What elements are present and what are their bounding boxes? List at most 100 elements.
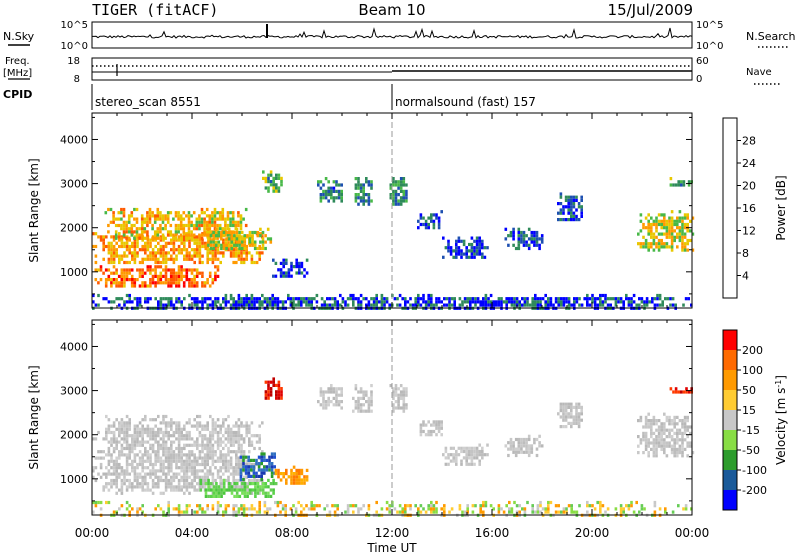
range-time-cell: [195, 223, 199, 228]
range-time-cell: [224, 459, 228, 463]
range-time-cell: [162, 491, 165, 495]
range-time-cell: [213, 223, 217, 228]
range-time-cell: [539, 303, 542, 307]
range-time-cell: [573, 510, 576, 514]
range-time-cell: [507, 243, 510, 247]
range-time-cell: [256, 234, 260, 238]
range-time-cell: [107, 446, 111, 451]
range-time-cell: [143, 217, 147, 221]
range-time-cell: [362, 393, 365, 397]
range-time-cell: [673, 444, 676, 448]
range-time-cell: [575, 297, 579, 301]
range-time-cell: [209, 297, 212, 301]
range-time-cell: [146, 488, 150, 492]
range-time-cell: [520, 437, 523, 442]
range-time-cell: [452, 446, 455, 450]
range-time-cell: [216, 217, 219, 221]
range-time-cell: [267, 494, 270, 498]
range-time-cell: [185, 478, 189, 483]
range-time-cell: [164, 227, 167, 231]
range-time-cell: [123, 446, 126, 451]
range-time-cell: [661, 300, 664, 304]
range-time-cell: [247, 465, 250, 469]
range-time-cell: [102, 244, 105, 249]
range-time-cell: [513, 303, 516, 307]
range-time-cell: [475, 249, 479, 253]
range-time-cell: [128, 443, 131, 447]
range-time-cell: [275, 390, 278, 394]
range-time-cell: [219, 440, 222, 444]
range-time-cell: [402, 393, 406, 397]
colorbar-tick-label: 200: [742, 344, 763, 357]
range-time-cell: [247, 455, 250, 459]
range-time-cell: [177, 456, 181, 460]
range-time-cell: [238, 243, 241, 247]
range-time-cell: [207, 482, 210, 486]
range-time-cell: [196, 241, 199, 245]
range-time-cell: [170, 434, 173, 438]
range-time-cell: [512, 227, 515, 231]
range-time-cell: [112, 214, 115, 218]
range-time-cell: [336, 300, 339, 304]
range-time-cell: [235, 469, 238, 473]
range-time-cell: [206, 260, 209, 265]
range-time-cell: [246, 491, 249, 495]
range-time-cell: [92, 437, 95, 441]
range-time-cell: [570, 195, 573, 199]
noise-tick-left-bottom: 10^0: [61, 41, 88, 52]
range-time-cell: [650, 216, 653, 220]
range-time-cell: [107, 430, 111, 435]
range-time-cell: [333, 510, 337, 514]
range-time-cell: [237, 300, 241, 304]
range-time-cell: [185, 257, 189, 261]
range-time-cell: [648, 300, 651, 304]
range-time-cell: [214, 303, 217, 307]
range-time-cell: [635, 500, 638, 505]
range-time-cell: [465, 249, 468, 253]
range-time-cell: [502, 300, 506, 304]
range-time-cell: [609, 303, 612, 307]
range-time-cell: [183, 235, 186, 239]
range-time-cell: [327, 180, 330, 184]
range-time-cell: [525, 441, 528, 445]
range-time-cell: [193, 456, 196, 460]
range-time-cell: [448, 510, 451, 514]
range-time-cell: [340, 387, 343, 391]
range-time-cell: [157, 475, 160, 479]
range-time-cell: [144, 257, 147, 261]
range-time-cell: [219, 453, 222, 457]
range-time-cell: [102, 257, 105, 261]
range-time-cell: [141, 459, 144, 463]
range-time-cell: [125, 220, 128, 224]
range-time-cell: [465, 462, 468, 466]
range-time-cell: [455, 459, 458, 463]
range-time-cell: [224, 456, 228, 460]
range-time-cell: [267, 390, 270, 394]
range-time-cell: [200, 223, 204, 228]
range-time-cell: [141, 260, 144, 265]
range-time-cell: [650, 435, 653, 439]
range-time-cell: [211, 437, 215, 441]
range-time-cell: [335, 189, 338, 193]
range-time-cell: [146, 482, 150, 486]
range-time-cell: [94, 466, 98, 470]
range-time-cell: [269, 180, 273, 184]
range-time-cell: [227, 450, 230, 454]
range-time-cell: [422, 429, 425, 434]
range-time-cell: [177, 248, 181, 252]
range-time-cell: [233, 243, 236, 247]
range-time-cell: [211, 214, 214, 218]
range-time-cell: [442, 255, 445, 259]
range-time-cell: [215, 494, 218, 498]
range-time-cell: [267, 387, 270, 391]
range-time-cell: [462, 449, 466, 454]
range-time-cell: [203, 427, 207, 431]
range-time-cell: [665, 444, 669, 448]
range-time-cell: [224, 220, 227, 224]
range-time-cell: [164, 244, 168, 249]
range-time-cell: [112, 251, 116, 255]
range-time-cell: [670, 422, 674, 426]
range-time-cell: [478, 459, 481, 463]
range-time-cell: [242, 437, 246, 441]
range-time-cell: [453, 303, 456, 307]
